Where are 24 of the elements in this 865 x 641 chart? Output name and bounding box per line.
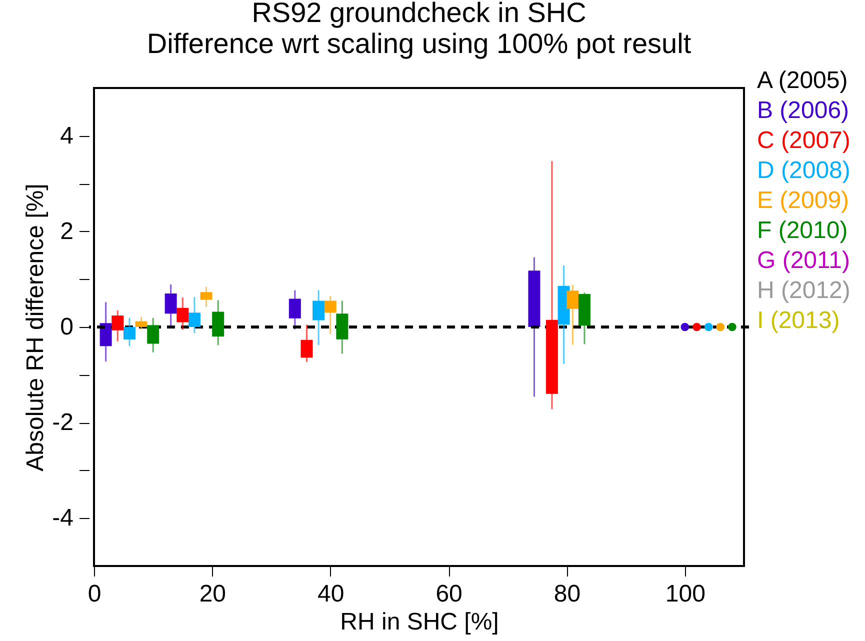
- text: D (2008): [757, 157, 850, 184]
- legend-label: H (2012): [757, 277, 850, 304]
- y-tick-label: -2: [52, 409, 74, 436]
- x-tick-label: 40: [318, 580, 344, 608]
- x-tick-label: 60: [436, 580, 462, 608]
- y-tick-label: 4: [60, 122, 74, 150]
- chart-title: RS92 groundcheck in SHC: [252, 0, 586, 28]
- legend-label: I (2013): [757, 307, 840, 334]
- y-tick-label: 2: [60, 218, 74, 245]
- x-tick-label: 80: [554, 580, 581, 608]
- x-tick-label: 100: [665, 580, 706, 608]
- x-tick-label: 0: [88, 580, 102, 608]
- y-axis-title: Absolute RH difference [%]: [22, 184, 50, 472]
- chart-subtitle: Difference wrt scaling using 100% pot result: [146, 28, 692, 59]
- y-tick-label: -4: [52, 504, 74, 532]
- text: B (2006): [757, 97, 850, 124]
- text: F (2010): [757, 217, 848, 244]
- x-axis-title: RH in SHC [%]: [340, 608, 499, 636]
- text: E (2009): [757, 187, 850, 214]
- legend-label: A (2005): [757, 67, 848, 94]
- text: C (2007): [757, 127, 850, 154]
- legend-label: G (2011): [757, 247, 850, 274]
- x-tick-label: 20: [199, 580, 226, 608]
- y-tick-label: 0: [60, 314, 74, 340]
